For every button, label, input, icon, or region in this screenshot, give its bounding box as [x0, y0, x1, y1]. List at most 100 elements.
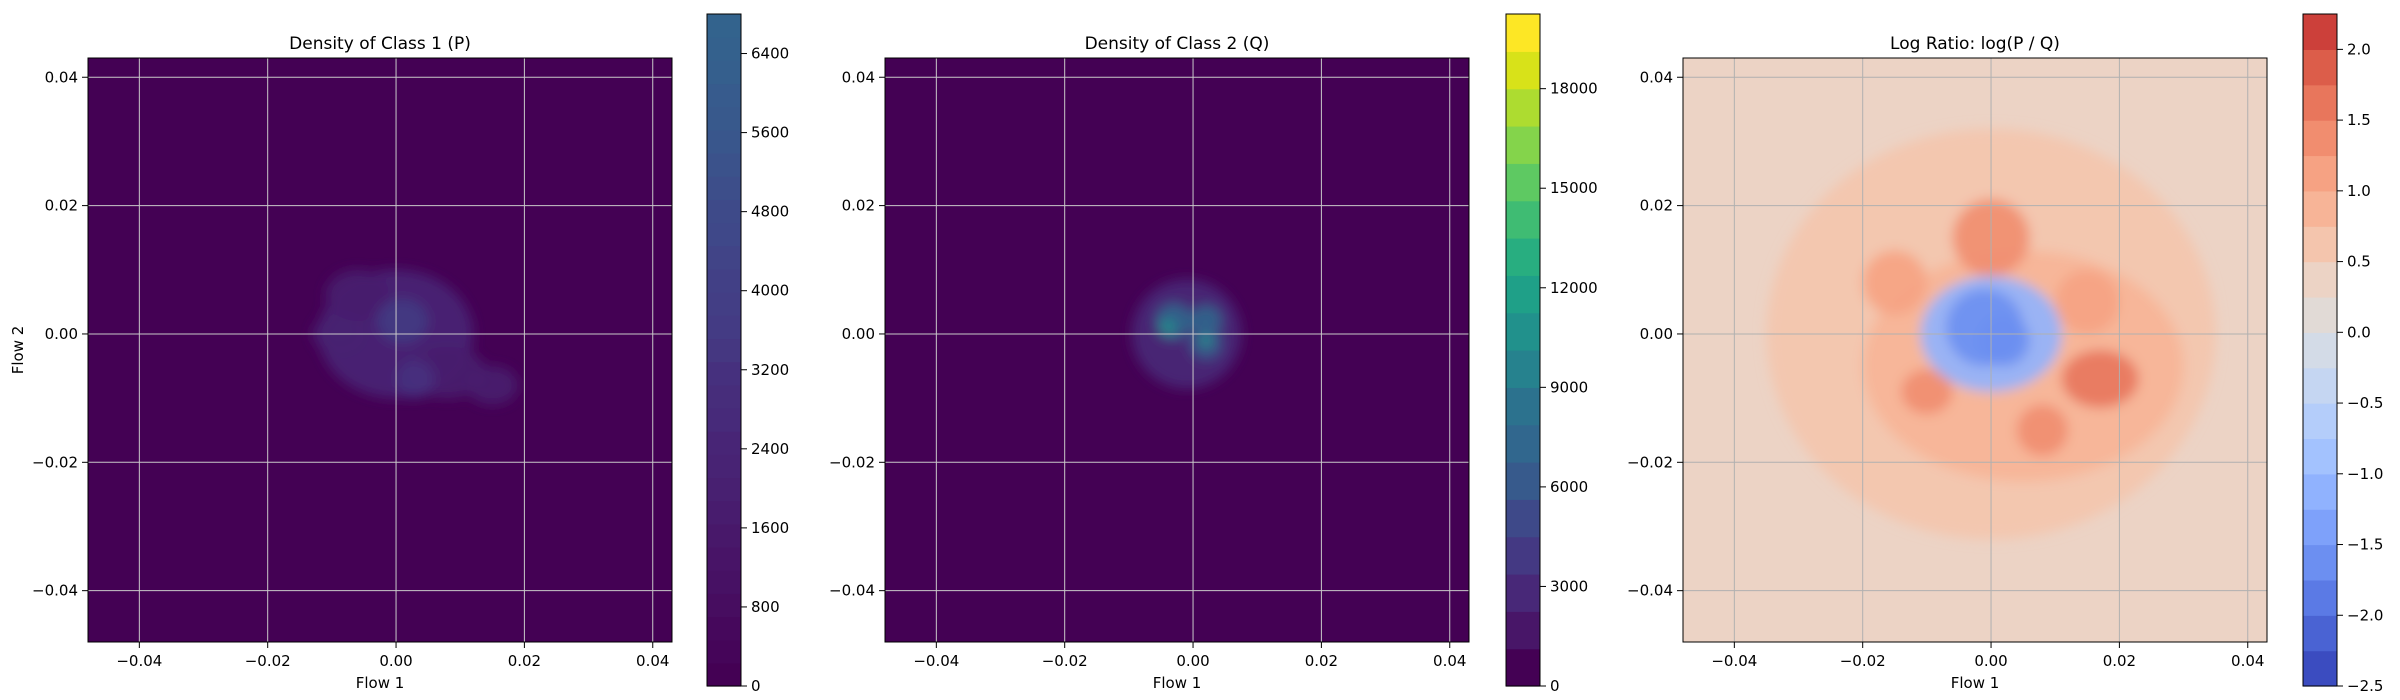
y-tick-label: −0.04	[1627, 582, 1673, 600]
density-blob	[2061, 350, 2139, 408]
colorbar-tick-label: 4800	[751, 203, 789, 221]
colorbar-band	[1506, 14, 1540, 52]
grid	[885, 58, 1469, 642]
colorbar-band	[707, 83, 741, 108]
plot-frame	[87, 57, 673, 643]
colorbar-tick-label: 4000	[751, 282, 789, 300]
colorbar-tick-label: 1.5	[2347, 111, 2371, 129]
x-tick-label: 0.00	[379, 652, 412, 670]
colorbar-band	[707, 593, 741, 618]
colorbar-band	[707, 222, 741, 247]
colorbar-band	[707, 106, 741, 131]
colorbar-tick-label: −0.5	[2347, 394, 2383, 412]
colorbar-band	[707, 292, 741, 316]
density-blob	[1901, 369, 1953, 415]
colorbar-band	[1506, 238, 1540, 276]
colorbar-band	[2303, 473, 2337, 510]
y-tick-label: 0.02	[1640, 197, 1673, 215]
colorbar-band	[1506, 648, 1540, 687]
colorbar-band	[707, 570, 741, 594]
colorbar-band	[2303, 367, 2337, 404]
colorbar-band	[1506, 424, 1540, 463]
colorbar-band	[2303, 438, 2337, 475]
colorbar-tick-label: −1.0	[2347, 465, 2383, 483]
colorbar-frame	[2302, 13, 2338, 687]
x-tick-label: −0.02	[245, 652, 291, 670]
colorbar-band	[2303, 650, 2337, 687]
x-tick-label: 0.02	[2103, 652, 2136, 670]
x-tick-label: 0.02	[508, 652, 541, 670]
colorbar-band	[707, 14, 741, 38]
x-axis-label: Flow 1	[1951, 674, 2000, 692]
colorbar-tick-label: 12000	[1550, 279, 1598, 297]
grid	[1683, 58, 2267, 642]
density-blob	[1199, 333, 1213, 347]
x-tick-label: −0.02	[1042, 652, 1088, 670]
colorbar-band	[1506, 462, 1540, 500]
colorbar-band	[2303, 296, 2337, 333]
colorbar-frame	[706, 13, 742, 687]
colorbar: −2.5 −2.0 −1.5 −1.0 −0.5 0.0 0.5 1.0 1.5 2.0	[2302, 13, 2383, 695]
colorbar-tick-label: 0	[1550, 677, 1560, 695]
density-blob	[1159, 319, 1176, 336]
colorbar-band	[707, 662, 741, 687]
x-tick-label: 0.04	[636, 652, 669, 670]
colorbar-band	[1506, 536, 1540, 575]
colorbar-band	[2303, 226, 2337, 263]
colorbar-tick-label: 6400	[751, 45, 789, 63]
colorbar-band	[707, 384, 741, 409]
colorbar-band	[2303, 261, 2337, 298]
y-tick-label: 0.00	[45, 325, 78, 343]
x-tick-label: 0.00	[1974, 652, 2007, 670]
colorbar-band	[707, 129, 741, 154]
colorbar-tick-label: 2400	[751, 440, 789, 458]
density-blob	[2016, 404, 2069, 456]
colorbar-tick-label: −2.5	[2347, 677, 2383, 695]
colorbar-tick-label: 5600	[751, 124, 789, 142]
colorbar-band	[707, 407, 741, 432]
density-blob	[325, 269, 390, 322]
colorbar-tick-label: 2.0	[2347, 40, 2371, 58]
colorbar-tick-label: 15000	[1550, 179, 1598, 197]
colorbar: 0 800 1600 2400 3200 4000 4800 5600 6400	[706, 13, 789, 695]
density-blob	[2055, 269, 2120, 334]
y-axis-label: Flow 2	[9, 326, 27, 375]
colorbar-band	[2303, 49, 2337, 86]
colorbar-band	[707, 153, 741, 177]
colorbar-tick-label: 6000	[1550, 478, 1588, 496]
colorbar-band	[1506, 574, 1540, 612]
colorbar-tick-label: 0	[751, 677, 761, 695]
colorbar-band	[707, 431, 741, 455]
x-tick-label: 0.02	[1305, 652, 1338, 670]
y-tick-label: −0.02	[1627, 453, 1673, 471]
colorbar-band	[707, 315, 741, 340]
colorbar-band	[1506, 126, 1540, 164]
x-tick-label: −0.04	[913, 652, 959, 670]
colorbar-band	[2303, 332, 2337, 369]
colorbar-band	[1506, 163, 1540, 202]
colorbar-band	[707, 268, 741, 293]
x-tick-label: 0.04	[1433, 652, 1466, 670]
colorbar-band	[2303, 579, 2337, 616]
chart-title: Density of Class 2 (Q)	[1085, 34, 1270, 54]
colorbar-band	[707, 199, 741, 224]
y-tick-label: 0.02	[842, 197, 875, 215]
colorbar-tick-label: 1600	[751, 519, 789, 537]
colorbar-band	[707, 454, 741, 479]
x-axis-label: Flow 1	[1153, 674, 1202, 692]
grid	[88, 58, 672, 642]
y-tick-label: −0.02	[32, 453, 78, 471]
plot-frame	[884, 57, 1470, 643]
colorbar-band	[1506, 51, 1540, 90]
x-axis-label: Flow 1	[356, 674, 405, 692]
y-tick-label: 0.04	[1640, 68, 1673, 86]
x-tick-label: 0.04	[2231, 652, 2264, 670]
density-blob	[1862, 250, 1927, 315]
density-blob	[396, 359, 435, 399]
y-tick-label: 0.02	[45, 197, 78, 215]
colorbar-band	[2303, 509, 2337, 546]
colorbar-band	[1506, 387, 1540, 426]
y-tick-label: 0.04	[842, 68, 875, 86]
plot-frame	[1682, 57, 2268, 643]
